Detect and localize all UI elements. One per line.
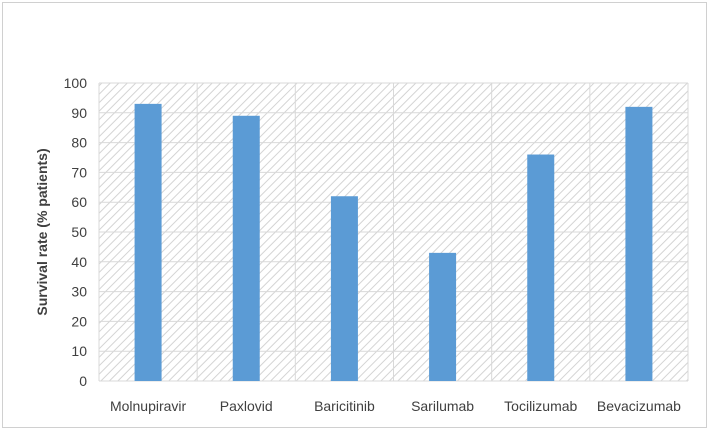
bar-sarilumab xyxy=(429,252,457,381)
chart-frame: 0 10 20 30 40 50 60 70 80 90 100 Molnupiravir Paxlo… xyxy=(2,2,707,428)
x-category-label: Molnupiravir xyxy=(110,398,187,414)
x-category-label: Sarilumab xyxy=(411,398,474,414)
y-tick-label: 80 xyxy=(71,135,87,151)
y-axis-title: Survival rate (% patients) xyxy=(34,148,50,315)
bar-tocilizumab xyxy=(527,154,555,381)
x-category-label: Baricitinib xyxy=(314,398,375,414)
y-tick-label: 10 xyxy=(71,343,87,359)
bar-chart: 0 10 20 30 40 50 60 70 80 90 100 Molnupiravir Paxlo… xyxy=(34,75,689,414)
bar-bevacizumab xyxy=(625,106,653,381)
bar-paxlovid xyxy=(232,115,260,381)
y-tick-label: 0 xyxy=(79,373,87,389)
y-tick-label: 20 xyxy=(71,313,87,329)
y-tick-label: 30 xyxy=(71,284,87,300)
y-tick-label: 40 xyxy=(71,254,87,270)
x-category-label: Bevacizumab xyxy=(597,398,681,414)
y-tick-label: 50 xyxy=(71,224,87,240)
x-category-label: Paxlovid xyxy=(220,398,273,414)
y-tick-label: 70 xyxy=(71,164,87,180)
bar-molnupiravir xyxy=(134,103,162,382)
y-tick-label: 90 xyxy=(71,105,87,121)
y-tick-label: 60 xyxy=(71,194,87,210)
bar-baricitinib xyxy=(330,196,358,381)
y-tick-label: 100 xyxy=(64,75,88,91)
x-category-label: Tocilizumab xyxy=(504,398,577,414)
